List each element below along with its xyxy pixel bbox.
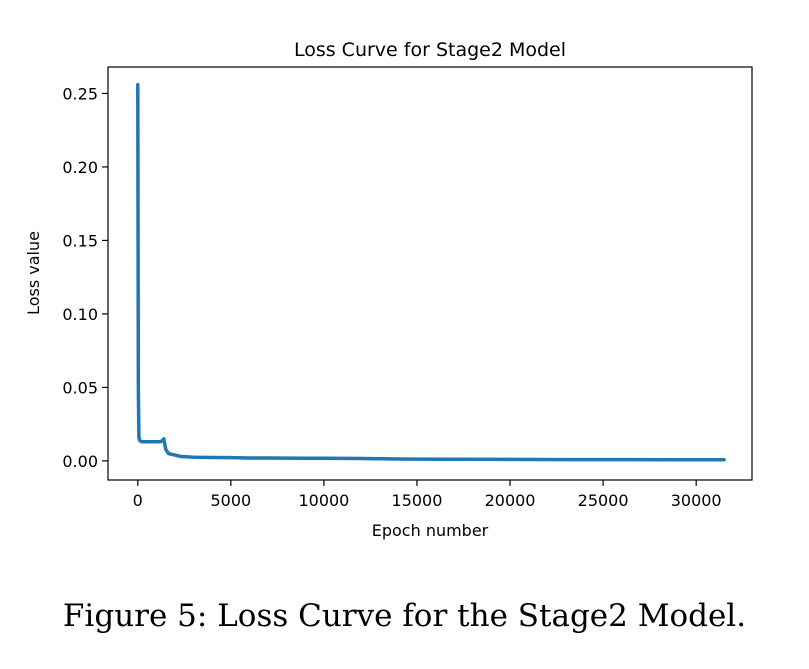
x-tick-label: 25000 bbox=[578, 491, 629, 510]
x-tick-label: 20000 bbox=[485, 491, 536, 510]
y-axis-label: Loss value bbox=[24, 231, 43, 315]
x-axis-ticks: 0 5000 10000 15000 20000 25000 30000 bbox=[133, 480, 722, 510]
y-tick-label: 0.25 bbox=[62, 84, 98, 103]
y-axis-ticks: 0.00 0.05 0.10 0.15 0.20 0.25 bbox=[62, 84, 108, 471]
chart-title: Loss Curve for Stage2 Model bbox=[294, 39, 566, 61]
x-tick-label: 0 bbox=[133, 491, 143, 510]
y-tick-label: 0.05 bbox=[62, 378, 98, 397]
x-tick-label: 10000 bbox=[298, 491, 349, 510]
x-axis-label: Epoch number bbox=[372, 521, 489, 540]
plot-frame bbox=[107, 66, 753, 481]
figure-caption: Figure 5: Loss Curve for the Stage2 Mode… bbox=[62, 598, 747, 634]
x-tick-label: 15000 bbox=[392, 491, 443, 510]
x-tick-label: 5000 bbox=[210, 491, 251, 510]
x-tick-label: 30000 bbox=[671, 491, 722, 510]
y-tick-label: 0.10 bbox=[62, 305, 98, 324]
loss-series-line bbox=[136, 82, 726, 462]
y-tick-label: 0.15 bbox=[62, 231, 98, 250]
loss-curve-chart: Loss Curve for Stage2 Model 0 5000 10000 15… bbox=[24, 39, 753, 540]
y-tick-label: 0.00 bbox=[62, 452, 98, 471]
y-tick-label: 0.20 bbox=[62, 158, 98, 177]
